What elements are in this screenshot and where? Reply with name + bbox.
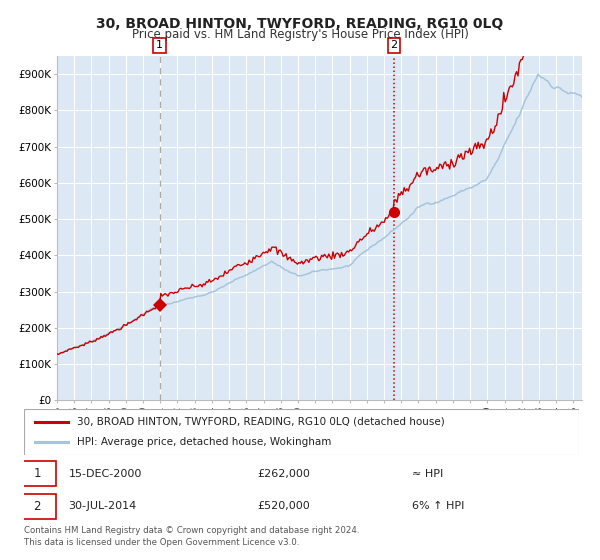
- Text: HPI: Average price, detached house, Wokingham: HPI: Average price, detached house, Woki…: [77, 437, 331, 447]
- Text: 6% ↑ HPI: 6% ↑ HPI: [413, 501, 465, 511]
- FancyBboxPatch shape: [19, 461, 56, 486]
- Text: 30-JUL-2014: 30-JUL-2014: [68, 501, 137, 511]
- Text: £262,000: £262,000: [257, 469, 310, 479]
- Text: Contains HM Land Registry data © Crown copyright and database right 2024.
This d: Contains HM Land Registry data © Crown c…: [24, 526, 359, 547]
- Text: Price paid vs. HM Land Registry's House Price Index (HPI): Price paid vs. HM Land Registry's House …: [131, 28, 469, 41]
- Text: 30, BROAD HINTON, TWYFORD, READING, RG10 0LQ (detached house): 30, BROAD HINTON, TWYFORD, READING, RG10…: [77, 417, 445, 427]
- Text: 1: 1: [34, 467, 41, 480]
- Text: 2: 2: [34, 500, 41, 513]
- Text: £520,000: £520,000: [257, 501, 310, 511]
- Text: 15-DEC-2000: 15-DEC-2000: [68, 469, 142, 479]
- Text: 30, BROAD HINTON, TWYFORD, READING, RG10 0LQ: 30, BROAD HINTON, TWYFORD, READING, RG10…: [97, 17, 503, 31]
- FancyBboxPatch shape: [19, 494, 56, 519]
- Text: 2: 2: [391, 40, 398, 50]
- Text: ≈ HPI: ≈ HPI: [413, 469, 444, 479]
- Text: 1: 1: [156, 40, 163, 50]
